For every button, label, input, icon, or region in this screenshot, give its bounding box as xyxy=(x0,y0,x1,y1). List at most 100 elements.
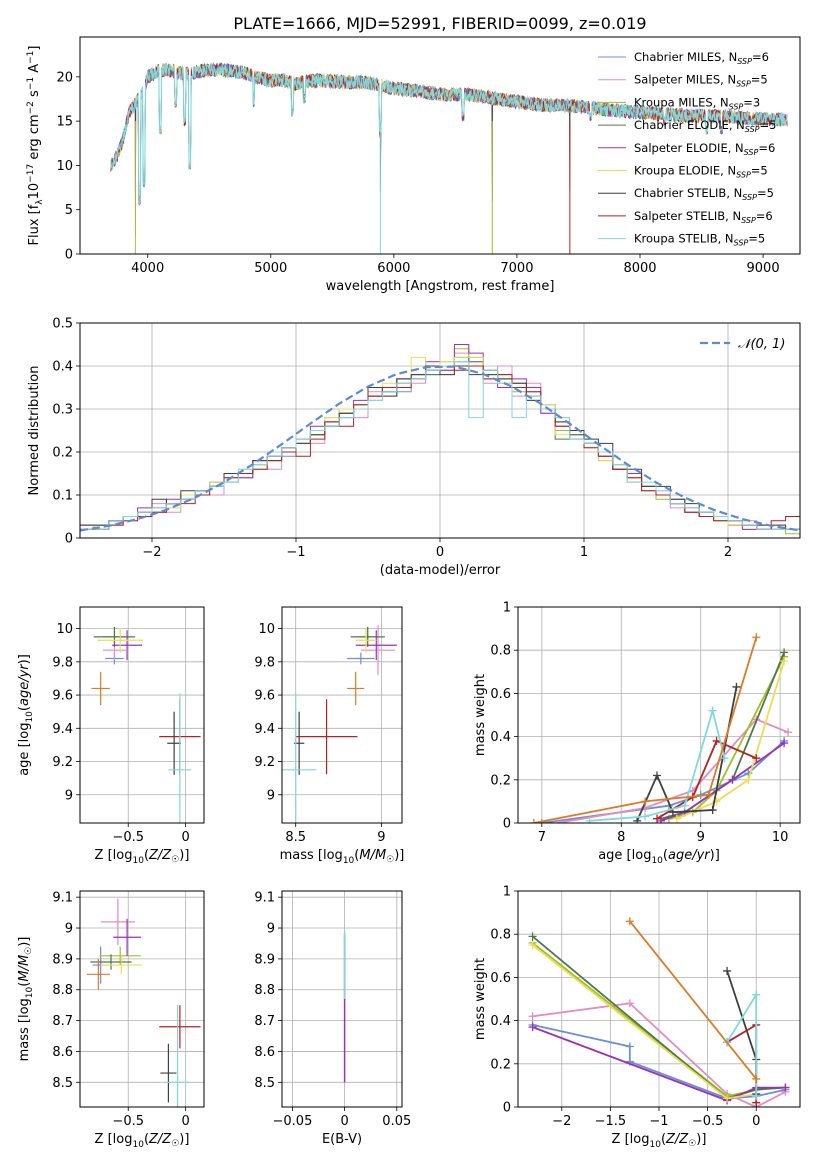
weight-marker xyxy=(752,1092,761,1101)
label-part: age/yr xyxy=(668,848,711,863)
age-vs-mass-plot-area xyxy=(282,607,402,823)
axes-frame xyxy=(281,606,403,824)
spectrum-line-9 xyxy=(110,63,788,203)
weight-marker xyxy=(752,1074,761,1083)
weight-marker xyxy=(528,932,537,941)
y-tick-label: 9 xyxy=(65,922,73,937)
error-point xyxy=(167,711,182,775)
axes-frame xyxy=(79,322,801,539)
error-point xyxy=(86,958,110,990)
label-part: age [log xyxy=(17,723,32,776)
legend-entry: Chabrier ELODIE, NSSP=5 xyxy=(634,118,776,134)
y-tick-label: 1 xyxy=(503,885,511,900)
weight-marker xyxy=(720,754,729,763)
y-tick-label: 10 xyxy=(56,622,73,637)
label-part: =5 xyxy=(748,232,765,246)
x-tick-label: 0 xyxy=(340,1114,348,1129)
x-tick-label: −1 xyxy=(286,545,305,560)
weight-marker xyxy=(704,790,713,799)
label-part: SSP xyxy=(736,80,751,89)
label-part: 10 xyxy=(132,1140,144,1150)
weight-marker xyxy=(653,771,662,780)
axes-frame xyxy=(79,606,205,824)
label-part: Salpeter STELIB, N xyxy=(634,209,741,223)
label-part: ( xyxy=(144,1132,149,1147)
y-tick-label: 1 xyxy=(503,601,511,616)
label-part: M/M xyxy=(17,955,32,982)
label-part: 10 xyxy=(25,711,35,723)
weight-marker xyxy=(672,814,681,823)
weight-vs-age-x-label: age [log10(age/yr)] xyxy=(598,848,720,866)
label-part: ☉ xyxy=(688,1139,696,1149)
label-part: mass weight xyxy=(473,958,488,1040)
residuals-legend: 𝒩(0, 1) xyxy=(700,337,785,352)
weight-marker xyxy=(529,819,538,823)
y-tick-label: 0.8 xyxy=(490,644,511,659)
label-part: =5 xyxy=(757,186,774,200)
label-part: −17 xyxy=(26,164,36,183)
spectrum-panel: 4000 5000 6000 7000 8000 9000 0 5 10 15 20 Flux [fλ… xyxy=(26,36,801,294)
weight-marker xyxy=(528,1023,537,1032)
weight-line-3 xyxy=(668,656,785,820)
spectrum-y-label: Flux [fλ10−17 erg cm−2 s−1 A−1] xyxy=(26,46,45,246)
y-tick-label: 9.6 xyxy=(52,689,73,704)
weight-vs-z-panel: −2 −1.5 −1 −0.5 0 0 0.2 0.4 0.6 0.8 1 mass weight Z … xyxy=(473,885,801,1150)
error-point xyxy=(168,693,192,823)
y-tick-label: 9 xyxy=(267,922,275,937)
label-part: 10 xyxy=(132,856,144,866)
residuals-x-label: (data-model)/error xyxy=(380,563,501,578)
label-part: SSP xyxy=(744,148,759,157)
error-point xyxy=(282,693,317,823)
y-tick-label: 0.4 xyxy=(490,730,511,745)
weight-marker xyxy=(744,775,753,784)
weight-marker xyxy=(781,1083,790,1092)
y-tick-label: 0 xyxy=(65,532,73,547)
label-part: ☉ xyxy=(171,1139,179,1149)
weight-marker xyxy=(784,728,793,737)
label-part: 10 xyxy=(25,986,35,998)
y-tick-label: 10 xyxy=(56,159,73,174)
y-tick-label: 8.7 xyxy=(52,1014,73,1029)
age-vs-mass-x-label: mass [log10(M/M☉)] xyxy=(280,848,405,866)
y-tick-label: 9.6 xyxy=(254,689,275,704)
weight-marker xyxy=(708,806,717,815)
weight-marker xyxy=(653,814,662,823)
x-tick-label: 8 xyxy=(617,830,625,845)
weight-marker xyxy=(528,1012,537,1021)
weight-marker xyxy=(585,816,594,823)
label-part: Z [log xyxy=(95,848,133,863)
y-tick-label: 0.6 xyxy=(490,687,511,702)
axes-frame xyxy=(79,36,801,255)
mass-vs-z-y-label: mass [log10(M/M☉)] xyxy=(17,937,35,1062)
error-point xyxy=(166,1005,190,1107)
x-tick-label: 7000 xyxy=(500,261,533,276)
label-part: A xyxy=(27,64,42,77)
x-tick-label: 0 xyxy=(752,1114,760,1129)
spectrum-x-label: wavelength [Angstrom, rest frame] xyxy=(326,279,555,294)
legend-entry: Salpeter ELODIE, NSSP=6 xyxy=(634,141,775,157)
x-tick-label: 6000 xyxy=(377,261,410,276)
label-part: 10 xyxy=(649,1140,661,1150)
x-tick-label: −2 xyxy=(552,1114,571,1129)
label-part: =5 xyxy=(760,118,777,132)
x-tick-label: −0.5 xyxy=(112,830,144,845)
label-part: age/yr xyxy=(17,663,32,706)
y-tick-label: 0.6 xyxy=(490,971,511,986)
label-part: Z/Z xyxy=(148,1132,172,1147)
error-point xyxy=(100,898,136,945)
error-point xyxy=(355,630,397,661)
weight-marker xyxy=(780,648,789,657)
label-part: )] xyxy=(17,937,32,947)
y-tick-label: 0.2 xyxy=(490,773,511,788)
y-tick-label: 0 xyxy=(503,817,511,832)
x-tick-label: −1.5 xyxy=(595,1114,627,1129)
mass-vs-z-plot-area xyxy=(80,891,204,1107)
label-part: λ xyxy=(35,199,45,205)
gaussian-curve xyxy=(80,365,800,532)
label-part: SSP xyxy=(742,193,757,202)
residuals-plot-area xyxy=(80,323,800,538)
x-tick-label: 8.5 xyxy=(285,830,306,845)
label-part: =6 xyxy=(758,141,775,155)
label-part: ☉ xyxy=(171,855,179,865)
